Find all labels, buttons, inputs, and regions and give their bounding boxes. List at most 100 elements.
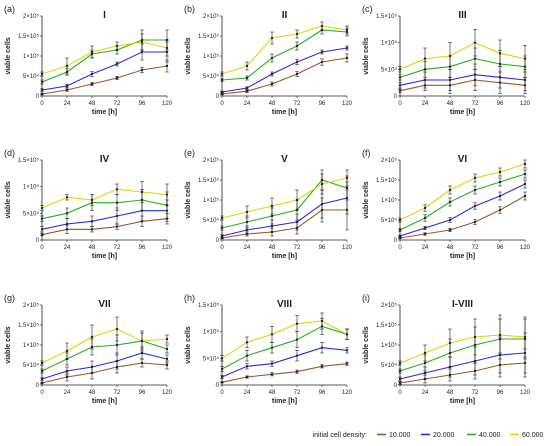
data-point — [65, 375, 69, 379]
data-point — [115, 76, 119, 80]
data-point — [245, 76, 249, 80]
data-point — [65, 88, 69, 92]
data-point — [423, 371, 427, 375]
series-line-2 — [41, 352, 168, 380]
data-point — [345, 28, 349, 32]
y-tick-label: 0 — [216, 238, 220, 244]
data-point — [523, 162, 527, 166]
series-line-2 — [399, 183, 526, 237]
series-line-2 — [221, 347, 348, 378]
data-point — [398, 84, 402, 87]
series-line-1 — [399, 79, 526, 92]
data-point — [398, 381, 402, 385]
y-tick-label: 2×10⁵ — [23, 13, 40, 20]
y-tick-label: 5×10⁴ — [203, 73, 220, 80]
series-line-4 — [399, 42, 526, 70]
x-tick-label: 96 — [319, 245, 326, 251]
data-point — [423, 57, 427, 60]
data-point — [115, 327, 119, 331]
data-point — [295, 198, 299, 202]
panel-5: (e) V 0 5×10⁴ 1×10⁵ 1.5×10⁵ 2×10⁵ 0 24 48 72 96 120 t… — [184, 148, 353, 260]
y-tick-label: 1.5×10⁵ — [18, 33, 40, 40]
data-point — [473, 57, 477, 60]
data-point — [115, 201, 119, 204]
legend-label: 20.000 — [433, 432, 455, 439]
data-point — [498, 333, 502, 337]
data-point — [473, 176, 477, 180]
data-point — [448, 78, 452, 82]
data-point — [345, 333, 349, 336]
data-point — [473, 41, 477, 44]
y-tick-label: 2×10⁵ — [23, 302, 40, 309]
data-point — [423, 351, 427, 355]
series-line-3 — [41, 340, 168, 372]
data-point — [220, 367, 224, 371]
y-axis-label: viable cells — [185, 37, 192, 74]
series-line-3 — [221, 179, 348, 229]
x-tick-label: 24 — [244, 101, 251, 107]
data-point — [140, 68, 144, 72]
x-tick-label: 72 — [472, 245, 479, 251]
panel-title: V — [281, 154, 288, 165]
data-point — [320, 24, 324, 28]
data-point — [523, 335, 527, 339]
data-point — [270, 72, 274, 76]
data-point — [40, 72, 44, 76]
data-point — [320, 365, 324, 368]
data-point — [320, 346, 324, 349]
data-point — [245, 341, 249, 344]
panel-label: (d) — [4, 148, 15, 158]
x-tick-label: 120 — [520, 390, 531, 396]
data-point — [220, 381, 224, 384]
data-point — [220, 226, 224, 230]
y-tick-label: 0 — [36, 238, 40, 244]
data-point — [40, 361, 44, 365]
panel-8: (h) VIII 0 5×10⁴ 1×10⁵ 1.5×10⁵ 0 24 48 72 96 120 tim… — [184, 293, 353, 405]
data-point — [220, 72, 224, 76]
data-point — [40, 369, 44, 373]
data-point — [115, 62, 119, 66]
data-point — [423, 216, 427, 220]
data-point — [345, 349, 349, 352]
data-point — [270, 56, 274, 60]
data-point — [40, 80, 44, 84]
y-tick-label: 5×10⁴ — [23, 362, 40, 369]
x-tick-label: 0 — [40, 390, 44, 396]
data-point — [90, 50, 94, 54]
data-point — [90, 228, 94, 231]
series-line-1 — [41, 65, 168, 95]
data-point — [398, 377, 402, 381]
x-tick-label: 24 — [422, 101, 429, 107]
data-point — [498, 180, 502, 184]
data-point — [40, 217, 44, 220]
data-point — [295, 60, 299, 64]
x-tick-label: 24 — [422, 390, 429, 396]
x-tick-label: 120 — [342, 390, 353, 396]
data-point — [40, 92, 44, 96]
data-point — [398, 68, 402, 71]
y-tick-label: 1×10⁵ — [381, 342, 398, 349]
x-tick-label: 72 — [294, 101, 301, 107]
data-point — [448, 188, 452, 192]
legend-label: 10.000 — [389, 432, 411, 439]
x-tick-label: 0 — [220, 245, 224, 251]
data-point — [295, 44, 299, 48]
y-tick-label: 2×10⁵ — [381, 302, 398, 309]
data-point — [448, 228, 452, 232]
data-point — [473, 188, 477, 192]
data-point — [398, 234, 402, 238]
data-point — [220, 216, 224, 220]
data-point — [498, 208, 502, 212]
data-point — [473, 335, 477, 339]
x-axis-label: time [h] — [92, 109, 117, 116]
x-axis-label: time [h] — [92, 253, 117, 260]
x-tick-label: 0 — [40, 245, 44, 251]
data-point — [140, 50, 144, 54]
data-point — [345, 186, 349, 190]
data-point — [448, 200, 452, 204]
x-tick-label: 120 — [162, 245, 173, 251]
data-point — [165, 64, 169, 68]
x-tick-label: 120 — [342, 245, 353, 251]
x-tick-label: 120 — [342, 101, 353, 107]
data-point — [245, 375, 249, 379]
